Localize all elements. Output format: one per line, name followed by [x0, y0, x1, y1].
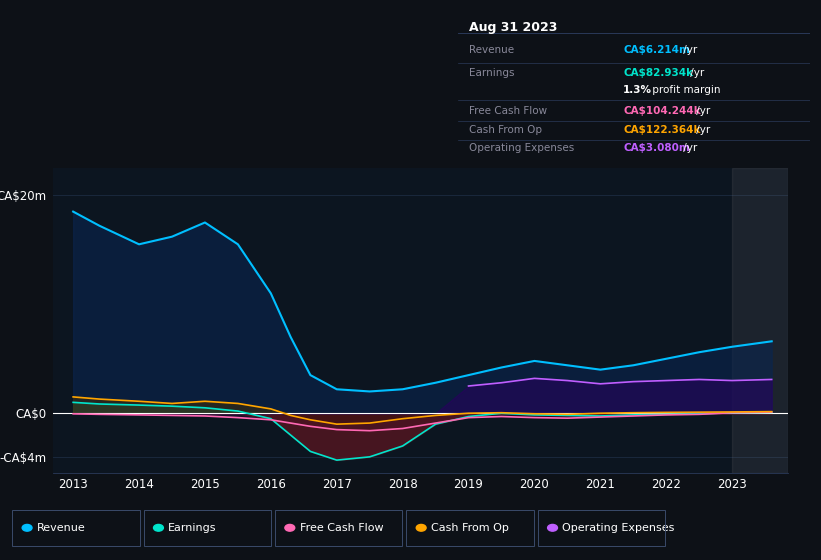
Text: /yr: /yr [686, 68, 704, 78]
Text: Earnings: Earnings [469, 68, 514, 78]
Text: Revenue: Revenue [469, 45, 514, 55]
Text: CA$104.244k: CA$104.244k [623, 106, 701, 116]
Text: /yr: /yr [680, 45, 698, 55]
Text: CA$6.214m: CA$6.214m [623, 45, 690, 55]
Text: Cash From Op: Cash From Op [431, 523, 509, 533]
Text: 1.3%: 1.3% [623, 85, 652, 95]
Text: Free Cash Flow: Free Cash Flow [300, 523, 383, 533]
Text: Operating Expenses: Operating Expenses [562, 523, 675, 533]
Text: Revenue: Revenue [37, 523, 85, 533]
Text: Cash From Op: Cash From Op [469, 125, 542, 135]
Bar [732, 168, 788, 473]
Text: CA$3.080m: CA$3.080m [623, 143, 690, 153]
Text: /yr: /yr [693, 125, 710, 135]
Text: Aug 31 2023: Aug 31 2023 [469, 21, 557, 34]
Text: Earnings: Earnings [168, 523, 217, 533]
Text: CA$122.364k: CA$122.364k [623, 125, 701, 135]
Text: profit margin: profit margin [649, 85, 720, 95]
Text: /yr: /yr [680, 143, 698, 153]
Text: CA$82.934k: CA$82.934k [623, 68, 694, 78]
Text: Operating Expenses: Operating Expenses [469, 143, 574, 153]
Text: Free Cash Flow: Free Cash Flow [469, 106, 547, 116]
Text: /yr: /yr [693, 106, 710, 116]
